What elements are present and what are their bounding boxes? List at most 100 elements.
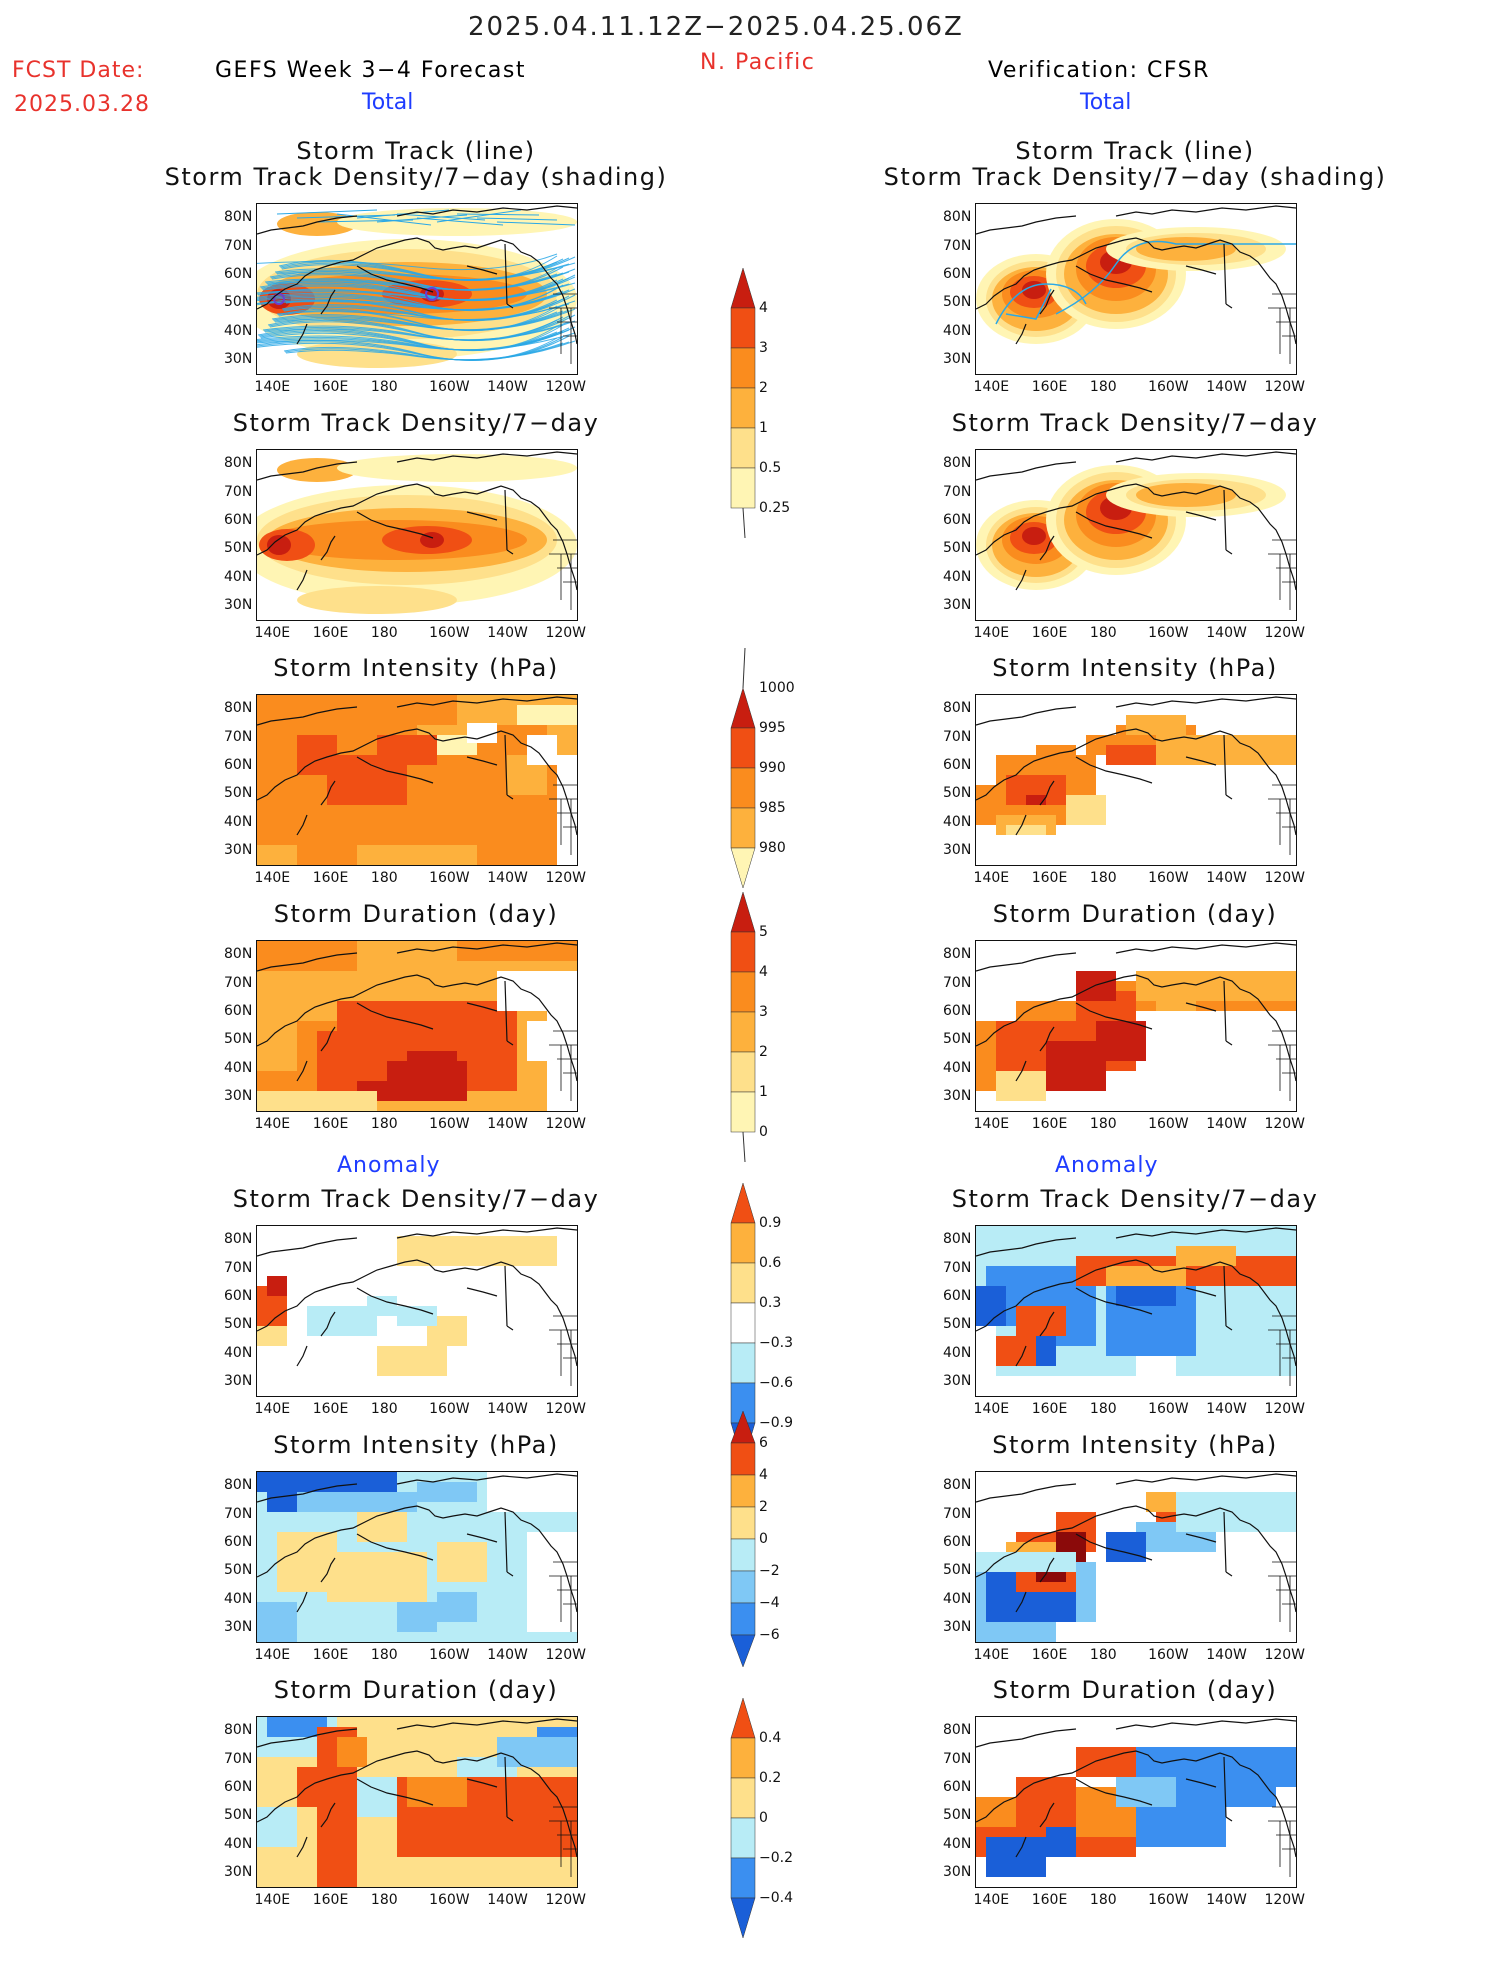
lat-tick-label: 50N xyxy=(224,294,253,311)
lat-tick-label: 70N xyxy=(943,728,972,745)
lon-tick-label: 160W xyxy=(429,379,470,395)
lat-tick-label: 50N xyxy=(224,1562,253,1579)
lat-tick-label: 80N xyxy=(224,1231,253,1248)
period-title: 2025.04.11.12Z−2025.04.25.06Z xyxy=(468,12,964,42)
lon-tick-label: 160E xyxy=(1031,1647,1068,1663)
colorbar-tick-label: 3 xyxy=(759,340,768,356)
colorbar-anom-intensity xyxy=(730,1410,756,1668)
colorbar-tick-label: 4 xyxy=(759,300,768,316)
colorbar-tick-label: 1 xyxy=(759,1084,768,1100)
lon-tick-label: 120W xyxy=(1264,1892,1306,1908)
lon-tick-label: 140W xyxy=(1206,379,1247,395)
colorbar-tick-label: −0.6 xyxy=(759,1375,793,1391)
lat-tick-label: 30N xyxy=(943,841,972,858)
lat-tick-label: 30N xyxy=(943,1618,972,1635)
colorbar-tick-label: −0.4 xyxy=(759,1890,793,1906)
lon-tick-label: 140W xyxy=(487,1116,528,1132)
lon-tick-label: 180 xyxy=(370,1401,398,1417)
colorbar-anom-duration xyxy=(730,1697,756,1939)
lon-tick-label: 160W xyxy=(1148,1892,1189,1908)
lon-tick-label: 160E xyxy=(1031,1116,1068,1132)
map-panel-ver-intensity xyxy=(975,694,1297,866)
panel-title-ver-duration: Storm Duration (day) xyxy=(992,900,1278,928)
lon-tick-label: 140E xyxy=(254,1647,291,1663)
lon-tick-label: 180 xyxy=(370,870,398,886)
colorbar-tick-label: 980 xyxy=(759,840,786,856)
lat-tick-label: 60N xyxy=(224,265,253,282)
lat-tick-label: 60N xyxy=(943,1002,972,1019)
colorbar-density xyxy=(730,267,756,539)
panel-title-ver-anom-density: Storm Track Density/7−day xyxy=(951,1185,1319,1213)
lon-tick-label: 120W xyxy=(545,625,587,641)
panel-title-ver-track-1: Storm Track Density/7−day (shading) xyxy=(883,163,1387,191)
lon-tick-label: 160E xyxy=(1031,379,1068,395)
lat-tick-label: 40N xyxy=(943,1059,972,1076)
map-panel-ver-duration xyxy=(975,940,1297,1112)
lat-tick-label: 60N xyxy=(224,1533,253,1550)
lat-tick-label: 40N xyxy=(224,1059,253,1076)
lon-tick-label: 140W xyxy=(487,870,528,886)
lon-tick-label: 160W xyxy=(1148,1401,1189,1417)
panel-title-fcst-anom-duration: Storm Duration (day) xyxy=(273,1676,559,1704)
left-title: GEFS Week 3−4 Forecast xyxy=(215,58,526,83)
map-svg-ver-track xyxy=(976,205,1296,364)
lon-tick-label: 140E xyxy=(973,1892,1010,1908)
colorbar-tick-label: 6 xyxy=(759,1435,768,1451)
lon-tick-label: 160E xyxy=(312,1892,349,1908)
lat-tick-label: 30N xyxy=(224,1618,253,1635)
lat-tick-label: 80N xyxy=(943,455,972,472)
lon-tick-label: 120W xyxy=(1264,1116,1306,1132)
colorbar-tick-label: 3 xyxy=(759,1004,768,1020)
lon-tick-label: 160E xyxy=(312,379,349,395)
panel-title-fcst-duration: Storm Duration (day) xyxy=(273,900,559,928)
lat-tick-label: 40N xyxy=(224,813,253,830)
colorbar-tick-label: 0 xyxy=(759,1124,768,1140)
lon-tick-label: 140W xyxy=(487,1401,528,1417)
panel-title-ver-intensity: Storm Intensity (hPa) xyxy=(992,654,1278,682)
map-svg-ver-density xyxy=(976,451,1296,610)
map-svg-fcst-track xyxy=(257,204,577,374)
lon-tick-label: 140E xyxy=(973,379,1010,395)
map-panel-fcst-anom-intensity xyxy=(256,1471,578,1643)
panel-title-ver-anom-intensity: Storm Intensity (hPa) xyxy=(992,1431,1278,1459)
lat-tick-label: 40N xyxy=(943,568,972,585)
lat-tick-label: 70N xyxy=(943,1505,972,1522)
lon-tick-label: 140W xyxy=(487,625,528,641)
panel-title-ver-track-0: Storm Track (line) xyxy=(1015,137,1255,165)
lon-tick-label: 180 xyxy=(1089,1892,1117,1908)
lon-tick-label: 140W xyxy=(1206,1892,1247,1908)
colorbar-tick-label: 990 xyxy=(759,760,786,776)
map-panel-ver-anom-intensity xyxy=(975,1471,1297,1643)
fcst-date-value: 2025.03.28 xyxy=(14,92,150,117)
lon-tick-label: 120W xyxy=(1264,1647,1306,1663)
lat-tick-label: 60N xyxy=(943,1287,972,1304)
lat-tick-label: 80N xyxy=(224,946,253,963)
lon-tick-label: 140E xyxy=(254,1401,291,1417)
colorbar-tick-label: 5 xyxy=(759,924,768,940)
lat-tick-label: 40N xyxy=(943,1344,972,1361)
lat-tick-label: 70N xyxy=(224,974,253,991)
colorbar-tick-label: 0.2 xyxy=(759,1770,782,1786)
colorbar-tick-label: −2 xyxy=(759,1563,780,1579)
lon-tick-label: 140W xyxy=(487,379,528,395)
lat-tick-label: 60N xyxy=(224,756,253,773)
map-panel-ver-anom-duration xyxy=(975,1716,1297,1888)
lat-tick-label: 30N xyxy=(224,1372,253,1389)
lon-tick-label: 180 xyxy=(370,1892,398,1908)
lat-tick-label: 70N xyxy=(224,1259,253,1276)
lon-tick-label: 160W xyxy=(429,1401,470,1417)
lon-tick-label: 140W xyxy=(1206,1401,1247,1417)
lat-tick-label: 80N xyxy=(943,700,972,717)
lon-tick-label: 120W xyxy=(1264,1401,1306,1417)
fcst-date-label: FCST Date: xyxy=(12,58,145,83)
lat-tick-label: 50N xyxy=(224,1316,253,1333)
map-panel-ver-density xyxy=(975,449,1297,621)
lon-tick-label: 180 xyxy=(370,1647,398,1663)
lat-tick-label: 80N xyxy=(224,1477,253,1494)
lon-tick-label: 160W xyxy=(429,1116,470,1132)
lat-tick-label: 80N xyxy=(943,209,972,226)
colorbar-tick-label: −0.9 xyxy=(759,1415,793,1431)
lat-tick-label: 30N xyxy=(224,596,253,613)
lon-tick-label: 160E xyxy=(1031,1892,1068,1908)
map-svg-ver-anom-intensity xyxy=(976,1473,1296,1642)
